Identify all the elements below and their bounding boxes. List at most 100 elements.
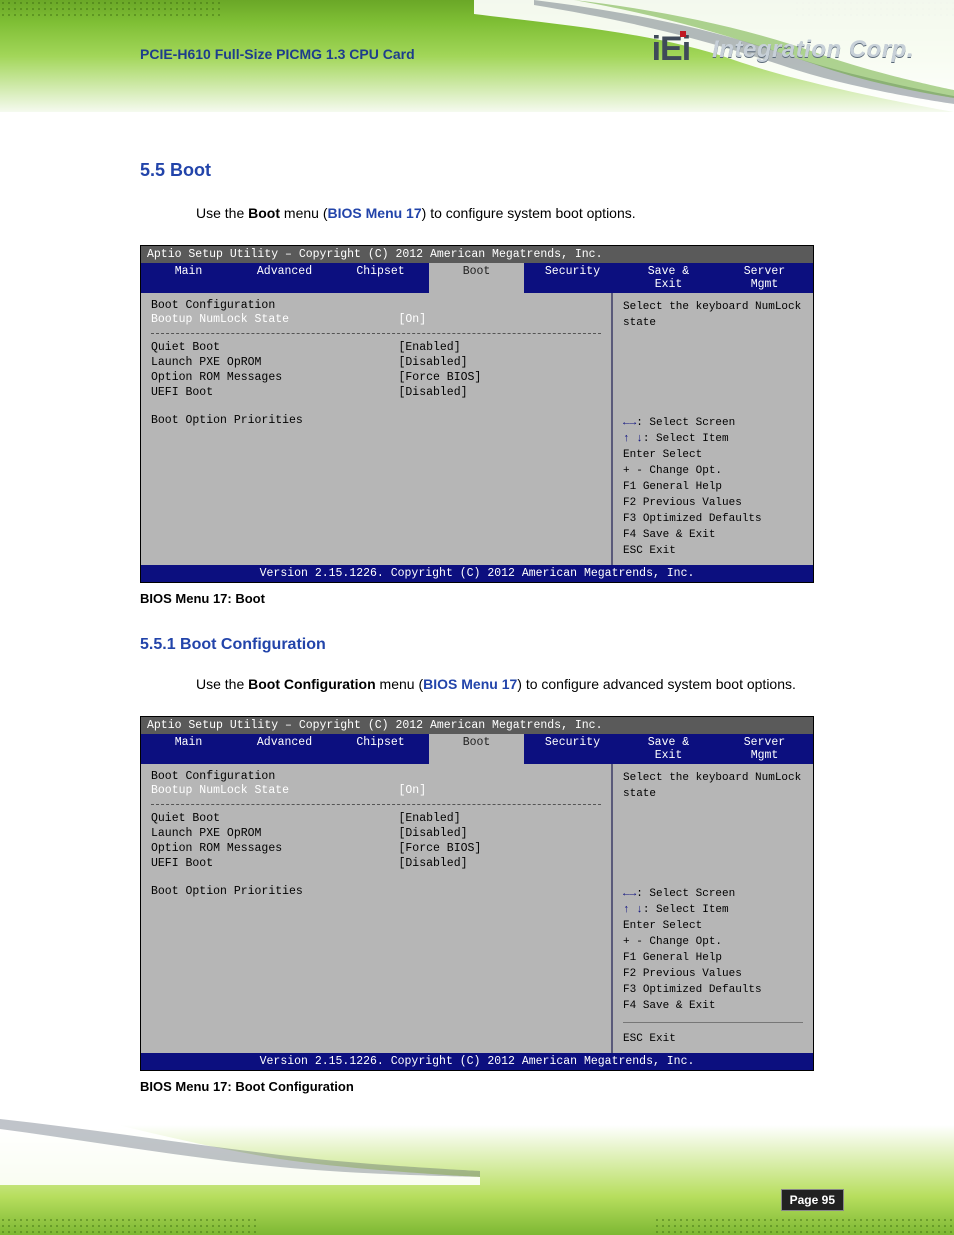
footer-dots-right — [654, 1217, 954, 1235]
bios2-tabs: Main Advanced Chipset Boot Security Save… — [141, 734, 813, 764]
logo-block: iEi Integration Corp. — [652, 30, 914, 69]
bios1-tab-advanced[interactable]: Advanced — [237, 263, 333, 293]
bios1-hint-1: ↑ ↓: Select Item — [623, 431, 803, 447]
bios2-hint-8: ESC Exit — [623, 1031, 803, 1047]
bios1-h7-t: Save & Exit — [643, 529, 716, 541]
bios2-h1-a: ↑ ↓ — [623, 904, 643, 916]
doc-title-small: PCIE-H610 Full-Size PICMG 1.3 CPU Card — [140, 46, 415, 62]
bios2-body: Boot Configuration Bootup NumLock State … — [141, 764, 813, 1053]
bios2-h7-a: F4 — [623, 1000, 636, 1012]
bios2-row3-v: [Force BIOS] — [399, 842, 602, 855]
s2-suffix: ) to configure advanced system boot opti… — [517, 676, 796, 692]
bios2-h4-a: F1 — [623, 952, 636, 964]
bios1-tab-security[interactable]: Security — [525, 263, 621, 293]
bios2-h7-t: Save & Exit — [643, 1000, 716, 1012]
bios1-row0-k: Bootup NumLock State — [151, 313, 399, 326]
bios1-hint-3: + - Change Opt. — [623, 463, 803, 479]
bios1-row3-k: Option ROM Messages — [151, 371, 399, 384]
bios2-row-1[interactable]: Quiet Boot [Enabled] — [151, 811, 601, 826]
bios-box-2: Aptio Setup Utility – Copyright (C) 2012… — [140, 716, 814, 1071]
bios1-row1-v: [Enabled] — [399, 341, 602, 354]
bios1-h0-t: : Select Screen — [636, 417, 735, 429]
bios2-row2-k: Launch PXE OpROM — [151, 827, 399, 840]
bios2-h5-a: F2 — [623, 968, 636, 980]
bios2-row-0[interactable]: Bootup NumLock State [On] — [151, 783, 601, 798]
bios1-right: Select the keyboard NumLock state ←→: Se… — [613, 293, 813, 565]
bios1-title: Aptio Setup Utility – Copyright (C) 2012… — [141, 246, 813, 263]
bios1-row-2[interactable]: Launch PXE OpROM [Disabled] — [151, 355, 601, 370]
bios1-tab-server[interactable]: Server Mgmt — [717, 263, 813, 293]
bios2-h4-t: General Help — [643, 952, 722, 964]
bios1-h3-t: Change Opt. — [649, 465, 722, 477]
bios1-h4-a: F1 — [623, 481, 636, 493]
bios2-tab-save[interactable]: Save & Exit — [621, 734, 717, 764]
bios2-h0-a: ←→ — [623, 888, 636, 900]
bios1-tab-main[interactable]: Main — [141, 263, 237, 293]
bios1-row2-k: Launch PXE OpROM — [151, 356, 399, 369]
bios2-hint-5: F2 Previous Values — [623, 966, 803, 982]
bios2-tab-server[interactable]: Server Mgmt — [717, 734, 813, 764]
bios2-h5-t: Previous Values — [643, 968, 742, 980]
bios1-tab-boot[interactable]: Boot — [429, 263, 525, 293]
footer-swoosh — [0, 1085, 480, 1185]
bios2-hint-0: ←→: Select Screen — [623, 886, 803, 902]
s1-mid: menu ( — [280, 205, 327, 221]
bios2-row0-v: [On] — [399, 784, 602, 797]
s2-blue: BIOS Menu 17 — [423, 676, 517, 692]
bios1-foot: Version 2.15.1226. Copyright (C) 2012 Am… — [141, 565, 813, 582]
s2-bold: Boot Configuration — [248, 676, 376, 692]
bios-box-1: Aptio Setup Utility – Copyright (C) 2012… — [140, 245, 814, 583]
bios2-h8-a: ESC — [623, 1033, 643, 1045]
bios1-row4-k: UEFI Boot — [151, 386, 399, 399]
bios1-divider — [151, 333, 601, 334]
bios1-row-0[interactable]: Bootup NumLock State [On] — [151, 312, 601, 327]
logo-corp: Integration Corp. — [712, 36, 914, 64]
bios1-row-4[interactable]: UEFI Boot [Disabled] — [151, 385, 601, 400]
bios2-hint-2: Enter Select — [623, 918, 803, 934]
bios1-h3-a: + - — [623, 465, 643, 477]
bios1-row-3[interactable]: Option ROM Messages [Force BIOS] — [151, 370, 601, 385]
bios2-divider — [151, 804, 601, 805]
bios2-tab-chipset[interactable]: Chipset — [333, 734, 429, 764]
bios2-row3-k: Option ROM Messages — [151, 842, 399, 855]
bios2-hint-7: F4 Save & Exit — [623, 998, 803, 1014]
bios1-tab-chipset[interactable]: Chipset — [333, 263, 429, 293]
bios2-title: Aptio Setup Utility – Copyright (C) 2012… — [141, 717, 813, 734]
bios2-row-3[interactable]: Option ROM Messages [Force BIOS] — [151, 841, 601, 856]
bios2-row1-v: [Enabled] — [399, 812, 602, 825]
bios2-row-2[interactable]: Launch PXE OpROM [Disabled] — [151, 826, 601, 841]
s1-blue: BIOS Menu 17 — [328, 205, 422, 221]
bios1-hint-5: F2 Previous Values — [623, 495, 803, 511]
bios1-hint-0: ←→: Select Screen — [623, 415, 803, 431]
bios2-hint-1: ↑ ↓: Select Item — [623, 902, 803, 918]
s1-prefix: Use the — [196, 205, 248, 221]
bios2-tab-main[interactable]: Main — [141, 734, 237, 764]
bios1-h2-a: Enter — [623, 449, 656, 461]
bios2-row2-v: [Disabled] — [399, 827, 602, 840]
bios1-tabs: Main Advanced Chipset Boot Security Save… — [141, 263, 813, 293]
bios2-tab-security[interactable]: Security — [525, 734, 621, 764]
header-dots-left — [0, 0, 220, 16]
logo-dot — [680, 31, 686, 37]
section1-para: Use the Boot menu (BIOS Menu 17) to conf… — [196, 199, 814, 227]
bios1-h6-t: Optimized Defaults — [643, 513, 762, 525]
s2-prefix: Use the — [196, 676, 248, 692]
bios1-hint-4: F1 General Help — [623, 479, 803, 495]
bios1-row-1[interactable]: Quiet Boot [Enabled] — [151, 340, 601, 355]
bios1-hint-6: F3 Optimized Defaults — [623, 511, 803, 527]
bios2-row-4[interactable]: UEFI Boot [Disabled] — [151, 856, 601, 871]
bios2-row4-v: [Disabled] — [399, 857, 602, 870]
subsection-heading-bootconfig: 5.5.1 Boot Configuration — [140, 636, 814, 654]
bios1-hint-8: ESC Exit — [623, 543, 803, 559]
page-number: Page 95 — [781, 1189, 844, 1211]
bios1-row4-v: [Disabled] — [399, 386, 602, 399]
bios2-row4-k: UEFI Boot — [151, 857, 399, 870]
bios2-tab-advanced[interactable]: Advanced — [237, 734, 333, 764]
bios2-h0-t: : Select Screen — [636, 888, 735, 900]
bios1-tab-save[interactable]: Save & Exit — [621, 263, 717, 293]
s2-mid: menu ( — [376, 676, 423, 692]
bios2-tab-boot[interactable]: Boot — [429, 734, 525, 764]
bios2-right: Select the keyboard NumLock state ←→: Se… — [613, 764, 813, 1053]
bios1-hint-7: F4 Save & Exit — [623, 527, 803, 543]
bios2-h2-a: Enter — [623, 920, 656, 932]
